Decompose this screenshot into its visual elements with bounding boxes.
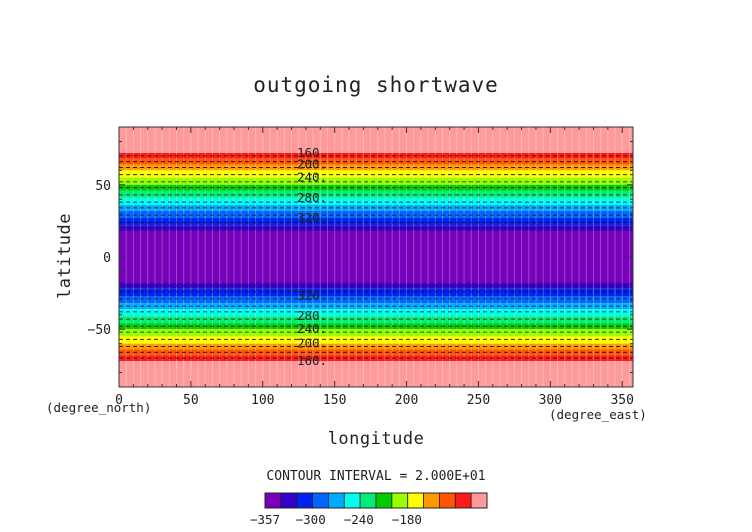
contour-label-0: 160. <box>297 145 327 160</box>
colorbar-swatch-2 <box>296 492 313 509</box>
y-tick-label-50: 50 <box>95 179 111 194</box>
colorbar-swatch-9 <box>407 492 424 509</box>
colorbar-swatch-6 <box>359 492 377 509</box>
x-tick-label-100: 100 <box>251 393 274 408</box>
band-17 <box>119 303 633 309</box>
contour-label-1: 200. <box>297 157 327 172</box>
band-12 <box>119 225 633 231</box>
x-tick-label-300: 300 <box>539 393 562 408</box>
band-0 <box>119 127 633 153</box>
x-tick-label-50: 50 <box>183 393 199 408</box>
colorbar-tick-labels: −357 −300 −240 −180 <box>250 512 422 527</box>
band-21 <box>119 329 633 337</box>
band-5 <box>119 177 633 185</box>
contour-lines <box>119 155 633 359</box>
colorbar-swatch-4 <box>328 492 345 509</box>
colorbar-swatch-5 <box>343 492 361 509</box>
heatmap-bands <box>119 127 633 387</box>
band-4 <box>119 170 633 178</box>
band-19 <box>119 316 633 324</box>
colorbar-tick-label-1: −300 <box>296 512 326 527</box>
colorbar-swatch-10 <box>423 492 440 509</box>
contour-label-2: 240. <box>297 170 327 185</box>
contour-label-3: 280. <box>297 190 327 205</box>
band-16 <box>119 296 633 304</box>
band-23 <box>119 343 633 350</box>
band-10 <box>119 210 633 218</box>
y-unit-label: (degree_north) <box>46 400 151 415</box>
band-2 <box>119 158 633 165</box>
band-20 <box>119 323 633 330</box>
colorbar-swatch-8 <box>391 492 409 509</box>
y-tick-label-0: 0 <box>103 251 111 266</box>
colorbar-tick-label-0: −357 <box>250 512 280 527</box>
band-14 <box>119 283 633 289</box>
colorbar-swatch-3 <box>312 492 329 509</box>
band-1 <box>119 153 633 159</box>
band-26 <box>119 361 633 387</box>
band-22 <box>119 336 633 344</box>
band-9 <box>119 205 633 211</box>
colorbar-swatch-1 <box>280 492 298 509</box>
colorbar-swatch-12 <box>454 492 472 509</box>
band-24 <box>119 349 633 356</box>
colorbar-tick-label-3: −180 <box>392 512 422 527</box>
band-15 <box>119 288 633 296</box>
x-axis-label: longitude <box>328 429 425 449</box>
y-axis-label: latitude <box>55 213 75 299</box>
band-13 <box>119 231 633 283</box>
x-axis-ticks: 0 50 100 150 200 250 300 350 <box>115 127 634 408</box>
band-11 <box>119 218 633 226</box>
colorbar-swatch-11 <box>439 492 456 509</box>
contour-label-4: 320. <box>297 210 327 225</box>
contour-label-8: 200. <box>297 336 327 351</box>
x-unit-label: (degree_east) <box>549 407 647 422</box>
contour-labels: 160.200.240.280.320.320.280.240.200.160. <box>297 145 327 368</box>
colorbar-swatch-7 <box>375 492 393 509</box>
contour-label-5: 320. <box>297 288 327 303</box>
y-tick-label--50: −50 <box>88 323 111 338</box>
band-7 <box>119 190 633 198</box>
contour-label-6: 280. <box>297 308 327 323</box>
x-tick-label-350: 350 <box>610 393 633 408</box>
colorbar-frame <box>264 492 488 509</box>
contour-label-7: 240. <box>297 321 327 336</box>
band-8 <box>119 197 633 205</box>
colorbar-swatch-13 <box>470 492 488 509</box>
x-tick-label-150: 150 <box>323 393 346 408</box>
band-3 <box>119 164 633 171</box>
band-18 <box>119 309 633 317</box>
chart-title: outgoing shortwave <box>253 73 499 97</box>
colorbar-tick-label-2: −240 <box>344 512 374 527</box>
x-tick-label-250: 250 <box>467 393 490 408</box>
contour-label-9: 160. <box>297 353 327 368</box>
y-axis-ticks: −50 0 50 <box>88 140 633 374</box>
band-6 <box>119 184 633 191</box>
contour-interval-text: CONTOUR INTERVAL = 2.000E+01 <box>266 469 485 484</box>
colorbar-swatch-0 <box>264 492 282 509</box>
x-tick-label-200: 200 <box>395 393 418 408</box>
colorbar <box>264 492 488 509</box>
x-tick-label-0: 0 <box>115 393 123 408</box>
band-25 <box>119 355 633 361</box>
